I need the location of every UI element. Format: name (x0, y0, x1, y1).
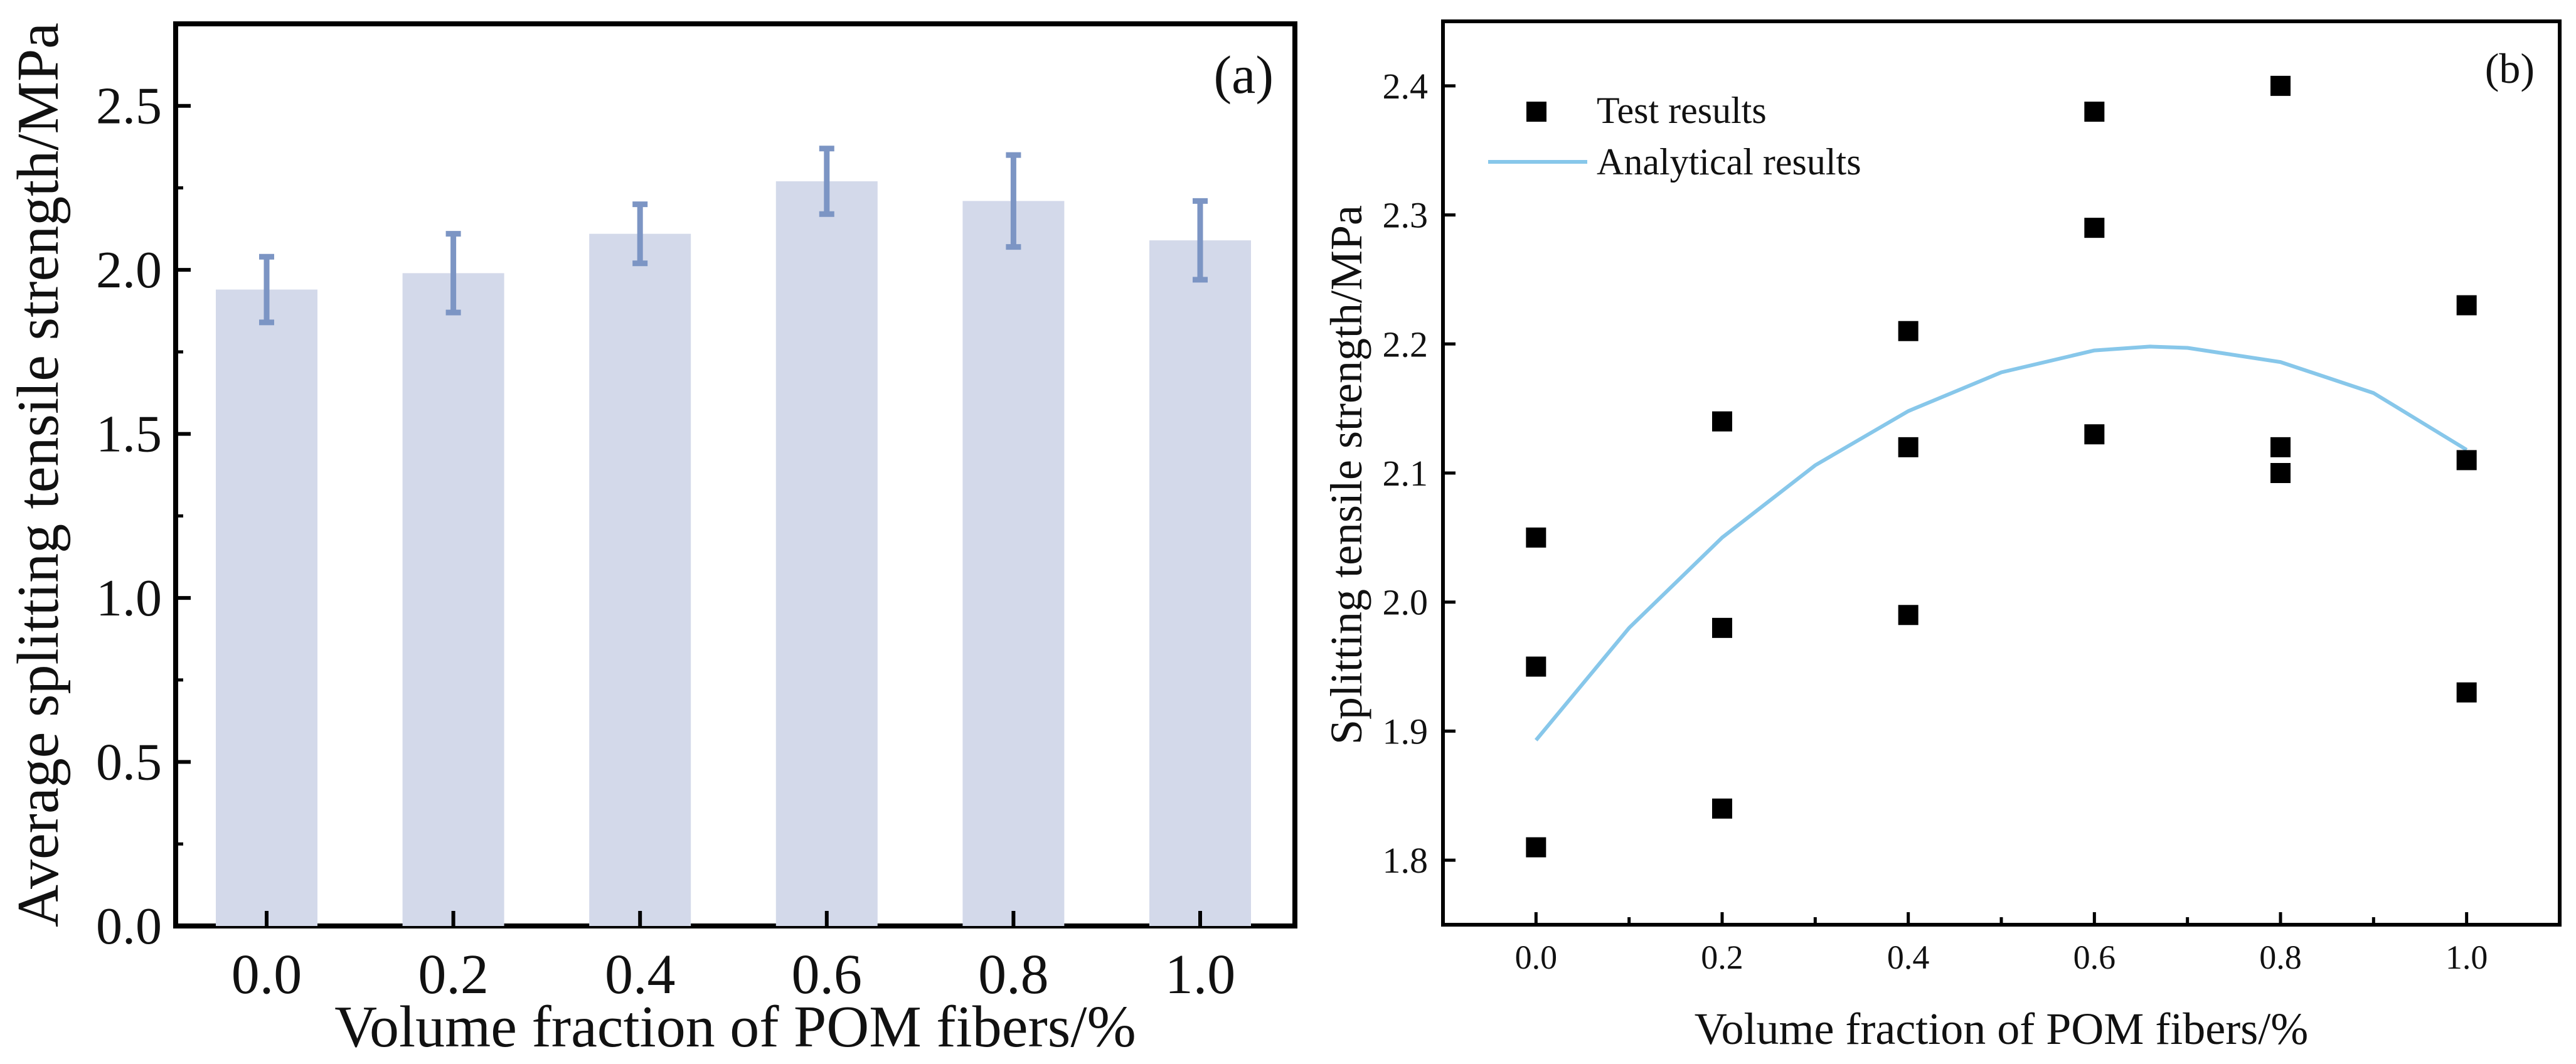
test-result-point (1898, 437, 1919, 457)
y-tick-label: 2.1 (1383, 453, 1429, 494)
legend-label-analytical-results: Analytical results (1597, 141, 1861, 183)
x-tick-label: 0.8 (2259, 939, 2302, 976)
y-tick-label: 2.3 (1383, 195, 1429, 236)
x-tick-label: 0.4 (1887, 939, 1930, 976)
y-tick-label: 2.0 (96, 241, 162, 299)
panel-a-bar-chart: 0.0 0.5 1.0 1.5 2.0 2.5 0.0 0.2 0.4 0.6 0.8 1.0 (a… (6, 21, 1297, 1060)
test-result-point (1526, 527, 1546, 548)
y-tick-label: 1.0 (96, 569, 162, 627)
y-tick-label: 0.0 (96, 897, 162, 955)
test-result-point (2270, 463, 2291, 483)
test-result-point (2270, 437, 2291, 457)
panel-a-y-axis: 0.0 0.5 1.0 1.5 2.0 2.5 (96, 77, 191, 955)
bar-0.4 (589, 233, 691, 926)
y-tick-label: 2.5 (96, 77, 162, 136)
test-result-point (1526, 837, 1546, 858)
legend-marker-test-results (1526, 102, 1546, 122)
y-tick-label: 2.2 (1383, 324, 1429, 364)
bar-0.2 (402, 273, 504, 927)
y-tick-label: 1.8 (1383, 840, 1429, 881)
test-result-point (2456, 682, 2477, 703)
test-result-point (2456, 450, 2477, 471)
panel-b-test-points (1526, 75, 2477, 858)
test-result-point (2084, 424, 2105, 445)
x-tick-label: 0.4 (605, 944, 676, 1006)
test-result-point (1712, 411, 1732, 432)
bar-0.8 (962, 201, 1065, 927)
x-tick-label: 0.2 (418, 944, 489, 1006)
x-tick-label: 1.0 (2446, 939, 2488, 976)
panel-b-scatter-chart: 1.8 1.9 2.0 2.1 2.2 2.3 2.4 0.0 0.2 0.4 0.6 0.8 1.0… (1321, 19, 2562, 1054)
panel-a-label: (a) (1214, 45, 1274, 105)
y-tick-label: 2.4 (1383, 66, 1429, 107)
bar-1.0 (1149, 240, 1251, 926)
x-tick-label: 0.8 (978, 944, 1049, 1006)
test-result-point (1898, 321, 1919, 341)
panel-b-x-axis-title: Volume fraction of POM fibers/% (1695, 1004, 2309, 1054)
panel-b-legend: Test results Analytical results (1488, 90, 1861, 183)
panel-a-error-bars (259, 146, 1208, 326)
y-tick-label: 0.5 (96, 733, 162, 792)
test-result-point (2084, 218, 2105, 238)
panel-a-y-axis-title: Average splitting tensile strength/MPa (6, 23, 71, 927)
panel-b-x-axis: 0.0 0.2 0.4 0.6 0.8 1.0 (1515, 912, 2488, 976)
test-result-point (2084, 102, 2105, 122)
test-result-point (1898, 605, 1919, 625)
panel-b-label: (b) (2485, 45, 2535, 92)
test-result-point (2270, 75, 2291, 96)
panel-a-x-axis-title: Volume fraction of POM fibers/% (334, 994, 1136, 1060)
panel-a-bars (216, 181, 1251, 927)
panel-a-plot-frame (173, 21, 1297, 928)
x-tick-label: 0.0 (1515, 939, 1558, 976)
panel-b-y-axis: 1.8 1.9 2.0 2.1 2.2 2.3 2.4 (1383, 66, 1456, 881)
panel-b-y-axis-title: Splitting tensile strength/MPa (1321, 205, 1371, 745)
y-tick-label: 1.5 (96, 405, 162, 464)
legend-label-test-results: Test results (1597, 90, 1767, 131)
test-result-point (1712, 798, 1732, 819)
test-result-point (2456, 295, 2477, 316)
test-result-point (1526, 656, 1546, 677)
x-tick-label: 0.6 (792, 944, 863, 1006)
analytical-results-line (1534, 344, 2468, 742)
y-tick-label: 1.9 (1383, 711, 1429, 752)
x-tick-label: 0.6 (2073, 939, 2116, 976)
bar-0.6 (775, 181, 878, 927)
x-tick-label: 0.2 (1701, 939, 1743, 976)
test-result-point (1712, 617, 1732, 638)
x-tick-label: 1.0 (1165, 944, 1236, 1006)
x-tick-label: 0.0 (232, 944, 302, 1006)
panel-a-x-axis: 0.0 0.2 0.4 0.6 0.8 1.0 (232, 911, 1236, 1006)
y-tick-label: 2.0 (1383, 582, 1429, 623)
bar-0.0 (216, 289, 317, 926)
panel-b-analytical-curve (1534, 344, 2468, 742)
